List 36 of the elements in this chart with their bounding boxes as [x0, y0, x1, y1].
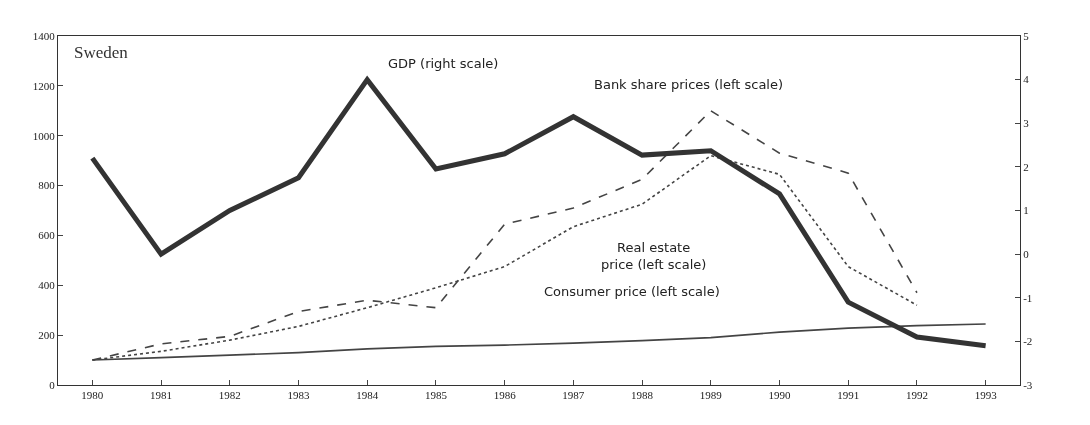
y-tick-label: 200	[38, 328, 56, 341]
x-tick-label: 1991	[837, 389, 860, 402]
y2-tick-label: 2	[1023, 160, 1029, 173]
x-tick-label: 1983	[287, 389, 310, 402]
x-tick-label: 1992	[905, 389, 928, 402]
y-tick-label: 800	[38, 179, 56, 192]
annotation: GDP (right scale)	[388, 56, 499, 71]
x-tick-label: 1985	[424, 389, 448, 402]
annotation: Consumer price (left scale)	[544, 284, 720, 299]
x-tick-label: 1990	[768, 389, 791, 402]
y2-tick-label: -1	[1023, 291, 1033, 304]
x-tick-label: 1984	[356, 389, 379, 402]
y-tick-label: 400	[38, 279, 56, 292]
chart-title: Sweden	[74, 43, 129, 62]
y2-tick-label: 3	[1023, 117, 1030, 130]
y-tick-label: 1400	[32, 29, 56, 42]
y2-tick-label: 5	[1023, 29, 1030, 42]
y2-tick-label: 4	[1023, 73, 1030, 86]
y-tick-label: 1000	[32, 129, 56, 142]
y2-tick-label: 0	[1023, 247, 1030, 260]
annotation: Bank share prices (left scale)	[594, 77, 784, 92]
x-tick-label: 1989	[699, 389, 723, 402]
x-tick-label: 1982	[218, 389, 241, 402]
x-tick-label: 1987	[562, 389, 585, 402]
x-tick-label: 1980	[81, 389, 104, 402]
x-tick-label: 1981	[150, 389, 173, 402]
x-tick-label: 1988	[631, 389, 654, 402]
y2-tick-label: -2	[1023, 335, 1033, 348]
x-tick-label: 1993	[974, 389, 998, 402]
annotation: Real estate price (left scale)	[601, 240, 707, 272]
x-tick-label: 1986	[493, 389, 517, 402]
y2-tick-label: -3	[1023, 378, 1033, 391]
y-tick-label: 600	[38, 229, 56, 242]
y-tick-label: 1200	[32, 79, 56, 92]
y2-tick-label: 1	[1023, 204, 1029, 217]
y-tick-label: 0	[49, 378, 56, 391]
